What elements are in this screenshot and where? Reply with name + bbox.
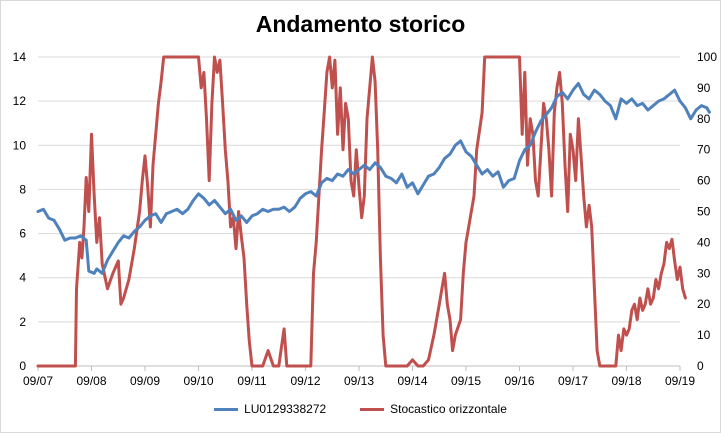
right-y-tick-label: 20 (697, 297, 711, 311)
left-y-tick-label: 12 (13, 94, 27, 108)
x-tick-label: 09/18 (611, 374, 641, 388)
right-y-tick-label: 40 (697, 235, 711, 249)
x-tick-label: 09/19 (665, 374, 695, 388)
plot-area (36, 55, 711, 368)
x-tick-label: 09/10 (183, 374, 213, 388)
left-y-tick-label: 6 (19, 227, 26, 241)
right-y-tick-label: 90 (697, 81, 711, 95)
x-tick-label: 09/08 (76, 374, 106, 388)
right-y-tick-label: 60 (697, 174, 711, 188)
legend-item-series-2: Stocastico orizzontale (360, 402, 507, 416)
left-y-tick-label: 0 (19, 359, 26, 373)
right-y-axis: 0 10 20 30 40 50 60 70 80 90 100 (697, 50, 717, 373)
legend-swatch-series-2 (360, 407, 385, 411)
left-y-tick-label: 8 (19, 182, 26, 196)
x-tick-label: 09/07 (23, 374, 53, 388)
chart-title: Andamento storico (255, 11, 466, 37)
right-y-tick-label: 80 (697, 112, 711, 126)
x-tick-label: 09/13 (344, 374, 374, 388)
x-tick-label: 09/15 (451, 374, 481, 388)
x-tick-label: 09/12 (290, 374, 320, 388)
right-y-tick-label: 0 (697, 359, 704, 373)
x-tick-label: 09/14 (397, 374, 427, 388)
legend-label-series-1: LU0129338272 (244, 402, 327, 416)
right-y-tick-label: 30 (697, 266, 711, 280)
left-y-axis: 0 2 4 6 8 10 12 14 (13, 50, 27, 373)
x-tick-label: 09/11 (237, 374, 266, 388)
legend-label-series-2: Stocastico orizzontale (390, 402, 507, 416)
right-y-tick-label: 70 (697, 143, 711, 157)
x-tick-label: 09/17 (558, 374, 588, 388)
x-tick-label: 09/09 (130, 374, 160, 388)
series-line-1 (36, 82, 711, 275)
left-y-tick-label: 14 (13, 50, 27, 64)
legend: LU0129338272 Stocastico orizzontale (0, 402, 721, 416)
right-y-tick-label: 10 (697, 328, 711, 342)
right-y-tick-label: 100 (697, 50, 717, 64)
legend-swatch-series-1 (214, 407, 239, 411)
x-axis: 09/07 09/08 09/09 09/10 09/11 09/12 09/13 09/14… (23, 365, 695, 388)
series-line-2 (36, 55, 687, 368)
left-y-tick-label: 2 (19, 315, 26, 329)
legend-item-series-1: LU0129338272 (214, 402, 326, 416)
left-y-tick-label: 4 (19, 271, 26, 285)
left-y-tick-label: 10 (13, 138, 27, 152)
right-y-tick-label: 50 (697, 205, 711, 219)
x-tick-label: 09/16 (504, 374, 534, 388)
